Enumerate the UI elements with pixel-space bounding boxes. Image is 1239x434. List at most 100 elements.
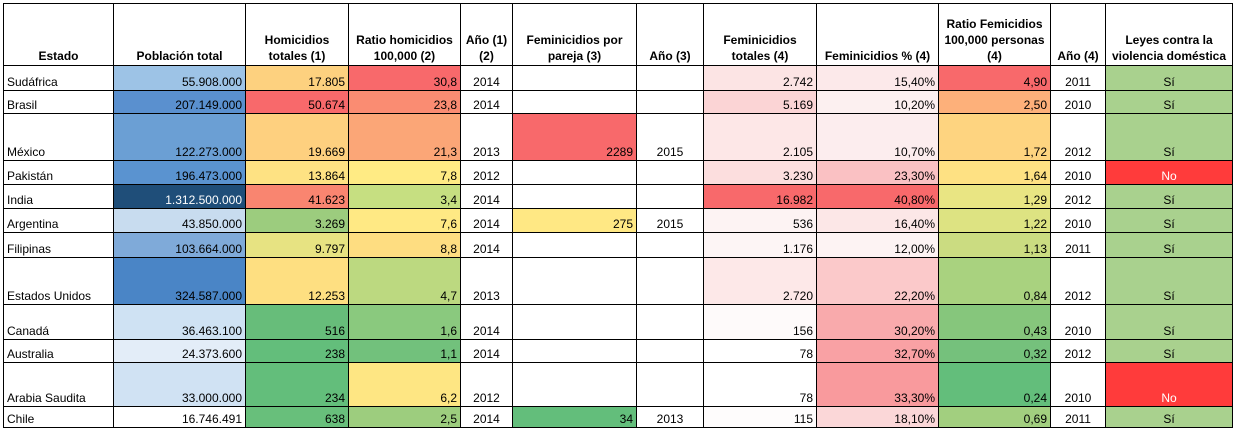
table-cell: 1,64 <box>938 160 1051 185</box>
table-cell: 3.230 <box>703 160 817 185</box>
table-cell <box>512 362 637 407</box>
table-cell: 2010 <box>1050 208 1106 233</box>
table-cell: 2011 <box>1050 232 1106 258</box>
table-cell: 2011 <box>1050 65 1106 91</box>
header-cell: Estado <box>3 3 114 66</box>
table-cell: 0,69 <box>938 406 1051 428</box>
table-cell: 15,40% <box>816 65 939 91</box>
table-cell: 32,70% <box>816 339 939 363</box>
table-cell: 16,40% <box>816 208 939 233</box>
table-cell: Sudáfrica <box>3 65 114 91</box>
table-cell <box>512 232 637 258</box>
table-cell: 2014 <box>460 184 513 209</box>
table-cell: 2013 <box>460 257 513 305</box>
table-cell: Argentina <box>3 208 114 233</box>
table-cell: 2013 <box>460 113 513 161</box>
table-row: Chile 16.746.491 638 2,5 2014 34 2013 115 18,10%… <box>3 406 1233 428</box>
table-cell: India <box>3 184 114 209</box>
table-cell: 30,8 <box>348 65 461 91</box>
header-cell: Ratio homicidios 100,000 (2) <box>348 3 461 66</box>
table-cell <box>636 362 704 407</box>
table-cell: Estados Unidos <box>3 257 114 305</box>
table-cell: 19.669 <box>245 113 349 161</box>
table-cell: 115 <box>703 406 817 428</box>
table-cell: 1,72 <box>938 113 1051 161</box>
table-cell: 55.908.000 <box>113 65 246 91</box>
table-cell: 10,70% <box>816 113 939 161</box>
table-cell: 207.149.000 <box>113 90 246 114</box>
table-cell: Sí <box>1105 184 1233 209</box>
table-cell: 156 <box>703 304 817 340</box>
table-cell <box>512 184 637 209</box>
table-cell: 23,30% <box>816 160 939 185</box>
table-cell: 6,2 <box>348 362 461 407</box>
table-cell: Sí <box>1105 65 1233 91</box>
table-row: Canadá 36.463.100 516 1,6 2014 156 30,20% 0,43 2… <box>3 304 1233 340</box>
table-row: Estados Unidos 324.587.000 12.253 4,7 2013 2.… <box>3 257 1233 305</box>
table-row: Sudáfrica 55.908.000 17.805 30,8 2014 2.742 15… <box>3 65 1233 91</box>
table-cell: Sí <box>1105 113 1233 161</box>
table-cell: 8,8 <box>348 232 461 258</box>
table-cell: 2015 <box>636 208 704 233</box>
table-cell: 2012 <box>460 160 513 185</box>
table-cell: Pakistán <box>3 160 114 185</box>
header-cell: Ratio Femicidios 100,000 personas (4) <box>938 3 1051 66</box>
table-cell: 1,22 <box>938 208 1051 233</box>
table-cell <box>636 304 704 340</box>
table-cell: 196.473.000 <box>113 160 246 185</box>
header-cell: Feminicidios totales (4) <box>703 3 817 66</box>
table-cell: 13.864 <box>245 160 349 185</box>
table-row: México 122.273.000 19.669 21,3 2013 2289 2015 2… <box>3 113 1233 161</box>
table-row: India 1.312.500.000 41.623 3,4 2014 16.982 40,… <box>3 184 1233 209</box>
table-cell: 43.850.000 <box>113 208 246 233</box>
table-cell: 1,6 <box>348 304 461 340</box>
table-cell: 2014 <box>460 406 513 428</box>
table-cell: 5.169 <box>703 90 817 114</box>
table-cell: No <box>1105 362 1233 407</box>
table-cell: 3.269 <box>245 208 349 233</box>
table-cell: 33,30% <box>816 362 939 407</box>
table-cell: Brasil <box>3 90 114 114</box>
table-cell: Sí <box>1105 304 1233 340</box>
table-cell: 12.253 <box>245 257 349 305</box>
table-cell: 122.273.000 <box>113 113 246 161</box>
table-row: Arabia Saudita 33.000.000 234 6,2 2012 78 33,3… <box>3 362 1233 407</box>
table-cell: 50.674 <box>245 90 349 114</box>
table-cell: Chile <box>3 406 114 428</box>
table-cell: 2014 <box>460 90 513 114</box>
table-cell <box>636 184 704 209</box>
table-cell: 536 <box>703 208 817 233</box>
table-cell: 2,50 <box>938 90 1051 114</box>
table-cell <box>636 257 704 305</box>
table-cell: 1.176 <box>703 232 817 258</box>
table-cell: 7,6 <box>348 208 461 233</box>
table-cell: 16.746.491 <box>113 406 246 428</box>
table-cell: Canadá <box>3 304 114 340</box>
table-cell: 1,1 <box>348 339 461 363</box>
header-cell: Año (1) (2) <box>460 3 513 66</box>
table-cell: 18,10% <box>816 406 939 428</box>
table-cell: 2012 <box>1050 184 1106 209</box>
table-cell: 23,8 <box>348 90 461 114</box>
table-cell: 2.742 <box>703 65 817 91</box>
table-cell: 4,90 <box>938 65 1051 91</box>
table-cell: 2010 <box>1050 304 1106 340</box>
table-cell: Sí <box>1105 257 1233 305</box>
table-cell: 2014 <box>460 304 513 340</box>
table-cell <box>636 65 704 91</box>
table-cell: 78 <box>703 362 817 407</box>
table-cell: 17.805 <box>245 65 349 91</box>
table-cell: 2.720 <box>703 257 817 305</box>
table-cell: 34 <box>512 406 637 428</box>
table-cell: 12,00% <box>816 232 939 258</box>
table-row: Argentina 43.850.000 3.269 7,6 2014 275 2015 53… <box>3 208 1233 233</box>
table-cell: 0,84 <box>938 257 1051 305</box>
table-cell: 78 <box>703 339 817 363</box>
table-cell: 2010 <box>1050 160 1106 185</box>
table-cell: 3,4 <box>348 184 461 209</box>
header-cell: Leyes contra la violencia doméstica <box>1105 3 1233 66</box>
table-cell: 324.587.000 <box>113 257 246 305</box>
table-cell: 638 <box>245 406 349 428</box>
table-cell: 516 <box>245 304 349 340</box>
table-cell: 1,29 <box>938 184 1051 209</box>
